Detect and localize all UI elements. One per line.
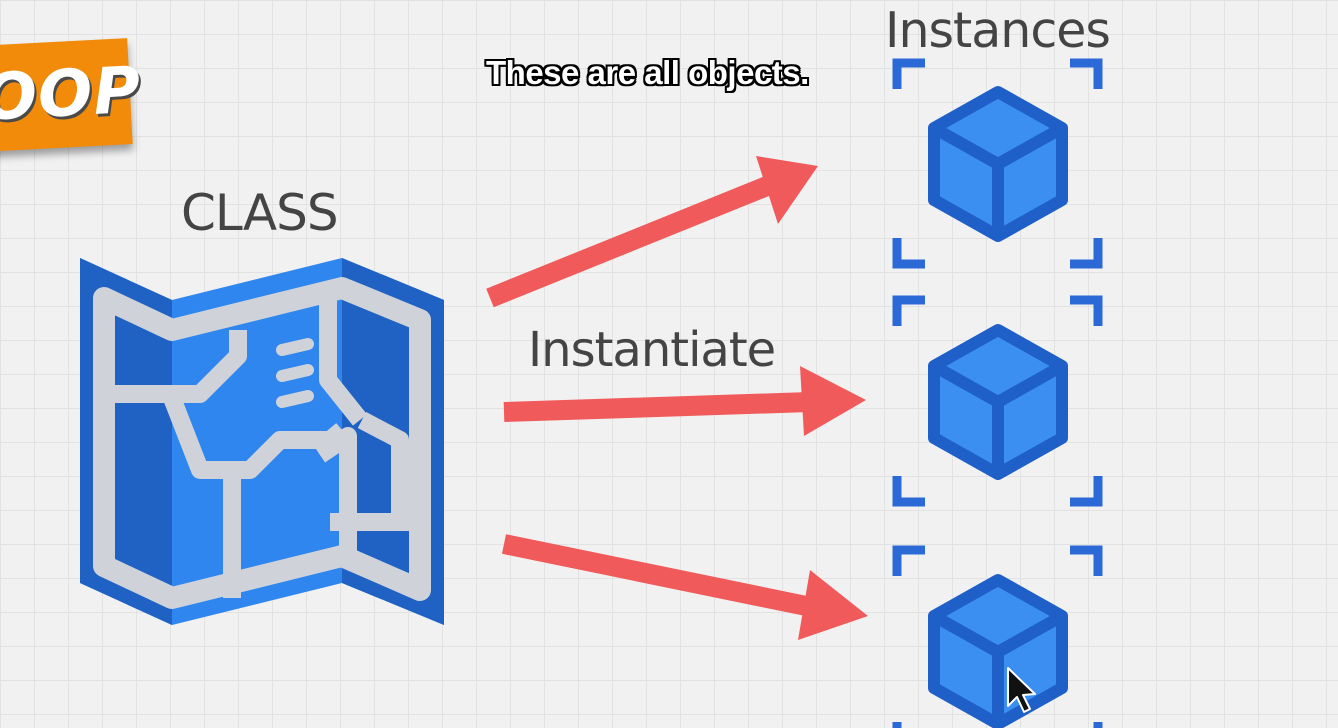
cube-icon (928, 86, 1068, 242)
instantiate-arrow-top (486, 156, 818, 308)
selection-brackets (892, 545, 1103, 728)
cube-icon (928, 574, 1068, 728)
instantiate-arrow-bottom (501, 534, 868, 640)
subtitle-caption: These are all objects. (486, 54, 809, 91)
mouse-pointer-icon (1007, 667, 1036, 713)
instances-label: Instances (885, 2, 1111, 59)
selection-brackets (892, 58, 1103, 269)
instantiate-label: Instantiate (528, 322, 776, 378)
instantiate-arrow-middle (503, 366, 866, 436)
blueprint-map-icon (80, 258, 444, 625)
selection-brackets (892, 295, 1103, 507)
instance-object-3 (892, 545, 1103, 728)
cube-icon (928, 324, 1068, 480)
class-label: CLASS (181, 184, 339, 242)
instance-object-1 (892, 58, 1103, 269)
instance-object-2 (892, 295, 1103, 507)
